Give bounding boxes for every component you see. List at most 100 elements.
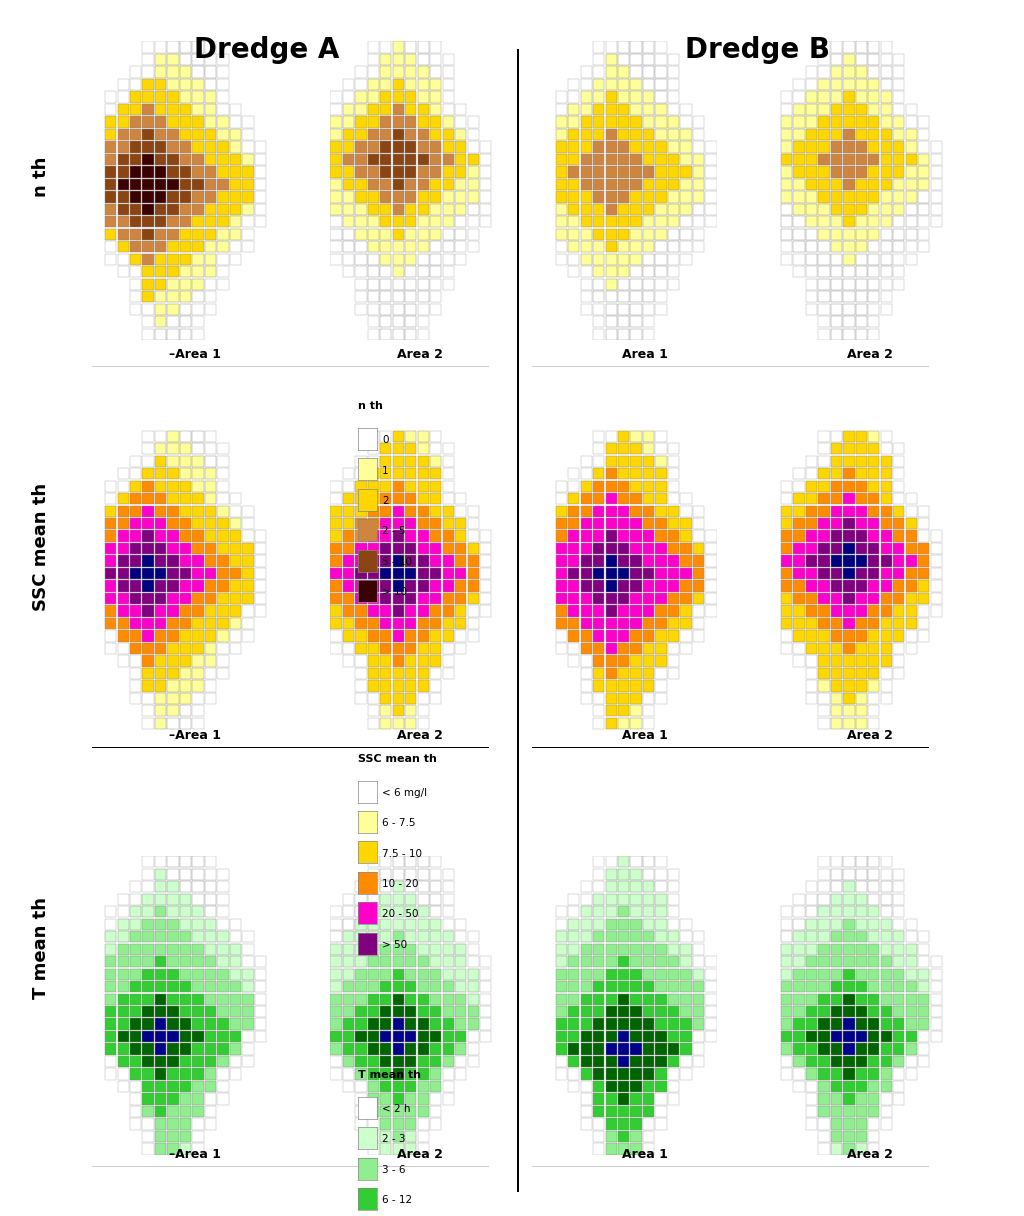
Bar (643, 430, 654, 441)
Bar (393, 430, 403, 441)
Bar (380, 430, 391, 441)
Bar (368, 680, 379, 692)
Bar (868, 530, 880, 541)
Bar (142, 67, 154, 78)
Bar (643, 693, 654, 704)
Bar (568, 1006, 580, 1018)
Bar (406, 668, 417, 679)
Bar (830, 54, 842, 66)
Bar (393, 266, 403, 277)
Bar (868, 79, 880, 90)
Bar (193, 103, 204, 116)
Bar (180, 1043, 191, 1054)
Bar (794, 918, 805, 930)
Bar (830, 67, 842, 78)
Bar (830, 668, 842, 679)
Bar (243, 1043, 254, 1054)
Bar (343, 468, 354, 479)
Bar (844, 717, 854, 728)
Bar (668, 944, 679, 955)
Bar (406, 705, 417, 716)
Bar (468, 568, 479, 579)
Bar (368, 580, 379, 592)
Bar (331, 91, 342, 102)
Bar (155, 1069, 166, 1080)
Bar (455, 1006, 466, 1018)
Bar (193, 618, 204, 629)
Bar (217, 1031, 228, 1042)
Bar (818, 956, 829, 967)
Bar (355, 918, 367, 930)
Bar (818, 1143, 829, 1154)
Bar (844, 1031, 854, 1042)
Bar (905, 117, 916, 128)
Bar (118, 1006, 129, 1018)
Bar (468, 580, 479, 592)
Bar (568, 655, 580, 666)
Bar (368, 443, 379, 455)
Bar (331, 630, 342, 642)
Text: 5 - 10: 5 - 10 (382, 557, 412, 567)
Bar (568, 229, 580, 240)
Bar (556, 530, 567, 541)
Bar (355, 618, 367, 629)
Bar (605, 79, 616, 90)
Bar (593, 492, 604, 505)
Bar (905, 530, 916, 541)
Bar (155, 154, 166, 165)
Bar (794, 618, 805, 629)
Bar (818, 868, 829, 880)
Bar (393, 506, 403, 517)
Bar (193, 154, 204, 165)
Bar (919, 506, 930, 517)
Bar (631, 544, 642, 554)
Bar (229, 117, 241, 128)
Bar (668, 266, 679, 277)
Bar (593, 668, 604, 679)
Bar (680, 141, 691, 152)
Bar (655, 117, 667, 128)
Bar (142, 229, 154, 240)
Bar (655, 931, 667, 942)
Bar (668, 1081, 679, 1092)
Bar (844, 492, 854, 505)
Bar (180, 430, 191, 441)
Bar (393, 79, 403, 90)
Bar (168, 443, 178, 455)
Bar (343, 906, 354, 917)
Bar (631, 882, 642, 893)
Bar (781, 993, 793, 1004)
Bar (605, 717, 616, 728)
Bar (480, 1006, 492, 1018)
Bar (806, 580, 817, 592)
Bar (605, 154, 616, 165)
Bar (556, 103, 567, 116)
Bar (868, 906, 880, 917)
Bar (794, 1069, 805, 1080)
Bar (118, 630, 129, 642)
Bar (556, 1006, 567, 1018)
Bar (631, 1043, 642, 1054)
Bar (480, 956, 492, 967)
Bar (818, 291, 829, 303)
Bar (568, 241, 580, 253)
Bar (243, 191, 254, 203)
Bar (868, 931, 880, 942)
Bar (781, 981, 793, 992)
Bar (331, 154, 342, 165)
Bar (856, 969, 867, 980)
Bar (243, 229, 254, 240)
Bar (881, 680, 892, 692)
Bar (193, 856, 204, 867)
Bar (693, 229, 705, 240)
Bar (655, 278, 667, 289)
Bar (655, 1069, 667, 1080)
Bar (655, 1043, 667, 1054)
Bar (343, 204, 354, 215)
Bar (830, 1043, 842, 1054)
Bar (818, 931, 829, 942)
Bar (593, 643, 604, 654)
Bar (105, 204, 117, 215)
Bar (217, 179, 228, 190)
Bar (393, 179, 403, 190)
